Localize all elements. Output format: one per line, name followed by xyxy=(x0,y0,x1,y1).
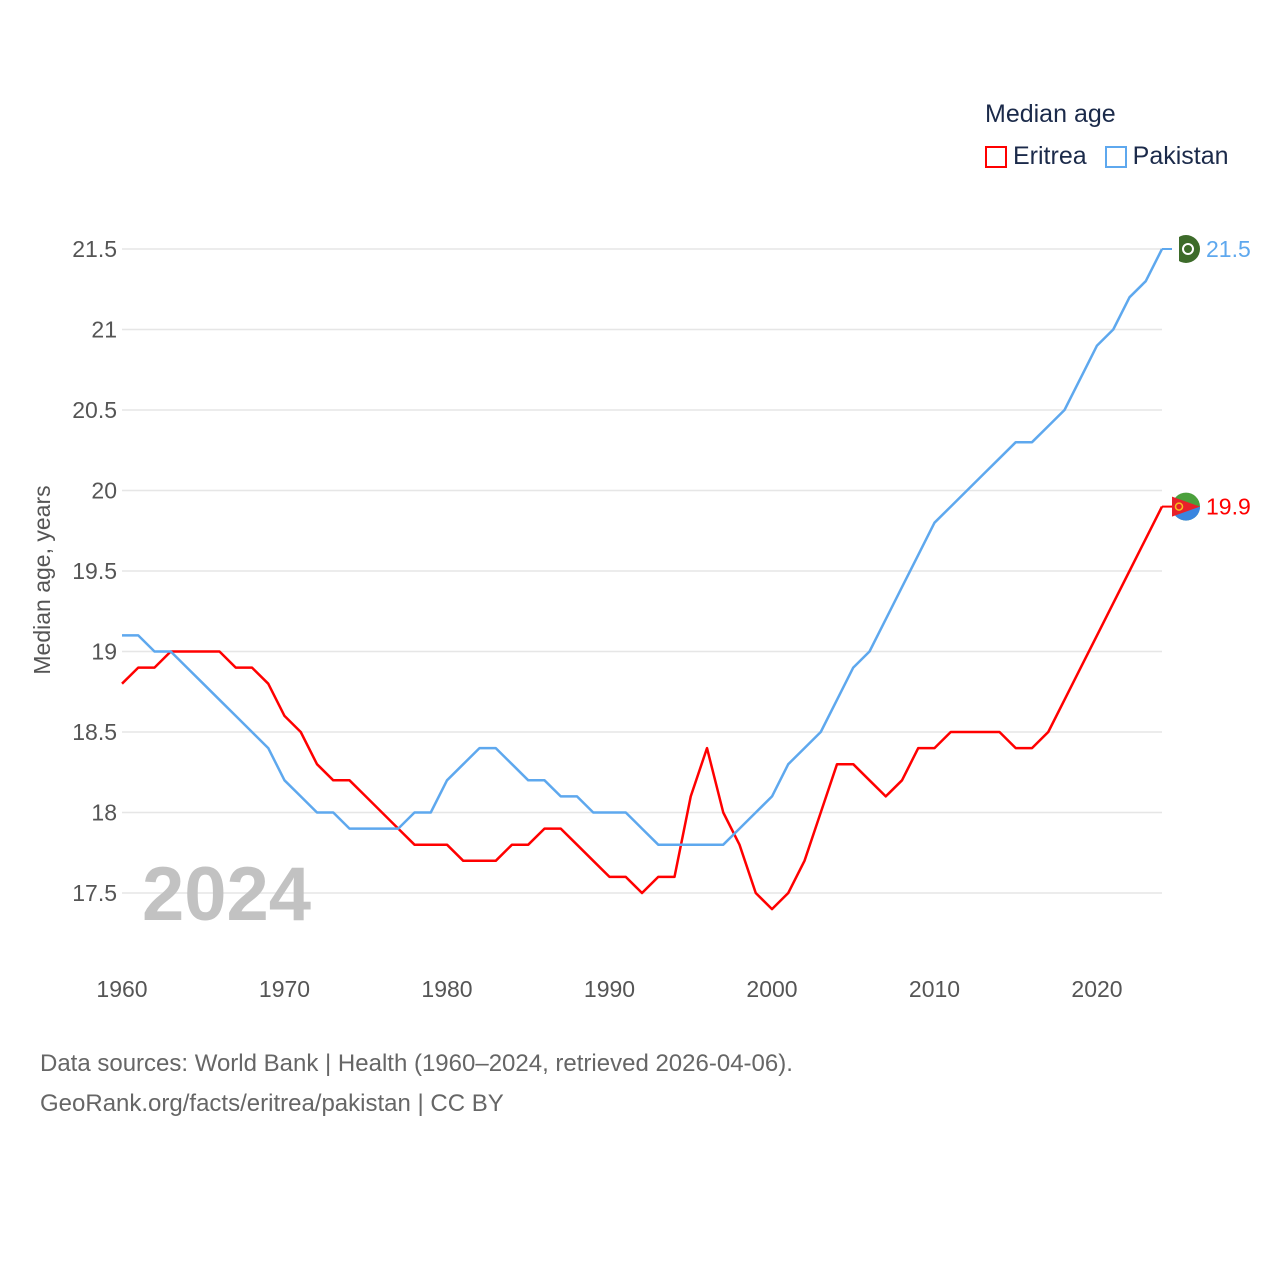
legend-swatch-pakistan xyxy=(1104,145,1127,168)
end-value-label-eritrea: 19.9 xyxy=(1206,494,1251,520)
x-tick-label: 2020 xyxy=(1071,976,1122,1002)
data-sources: Data sources: World Bank | Health (1960–… xyxy=(40,1050,793,1077)
end-value-label-pakistan: 21.5 xyxy=(1206,236,1251,262)
y-axis-label: Median age, years xyxy=(29,485,55,674)
footer: Data sources: World Bank | Health (1960–… xyxy=(40,1044,793,1124)
x-tick-label: 1990 xyxy=(584,976,635,1002)
legend-label: Pakistan xyxy=(1132,142,1229,170)
y-tick-label: 18.5 xyxy=(72,719,117,745)
legend-item-eritrea[interactable]: Eritrea xyxy=(985,142,1087,171)
legend-label: Eritrea xyxy=(1013,142,1087,170)
x-tick-label: 1980 xyxy=(421,976,472,1002)
legend: Eritrea Pakistan xyxy=(985,142,1229,171)
eritrea-emblem xyxy=(1174,502,1184,511)
legend-title: Median age xyxy=(985,100,1116,128)
y-tick-label: 21.5 xyxy=(72,236,117,262)
y-tick-label: 17.5 xyxy=(72,880,117,906)
y-tick-label: 20 xyxy=(91,478,117,504)
pakistan-crescent xyxy=(1182,243,1194,255)
x-tick-label: 2000 xyxy=(746,976,797,1002)
series-line-pakistan xyxy=(122,248,1164,846)
y-tick-label: 19.5 xyxy=(72,558,117,584)
y-tick-label: 18 xyxy=(91,800,117,826)
eritrea-flag-triangle xyxy=(1172,496,1200,517)
y-tick-label: 19 xyxy=(91,639,117,665)
legend-swatch-eritrea xyxy=(985,145,1007,168)
y-tick-label: 21 xyxy=(91,317,117,343)
legend-item-pakistan[interactable]: Pakistan xyxy=(1104,142,1229,171)
x-tick-label: 1970 xyxy=(259,976,310,1002)
source-link[interactable]: GeoRank.org/facts/eritrea/pakistan | CC … xyxy=(40,1090,504,1117)
series-line-eritrea xyxy=(121,506,1164,911)
y-tick-label: 20.5 xyxy=(72,397,117,423)
x-tick-label: 2010 xyxy=(909,976,960,1002)
x-tick-label: 1960 xyxy=(96,976,147,1002)
pakistan-flag-stripe xyxy=(1172,235,1179,263)
year-watermark: 2024 xyxy=(142,852,311,937)
